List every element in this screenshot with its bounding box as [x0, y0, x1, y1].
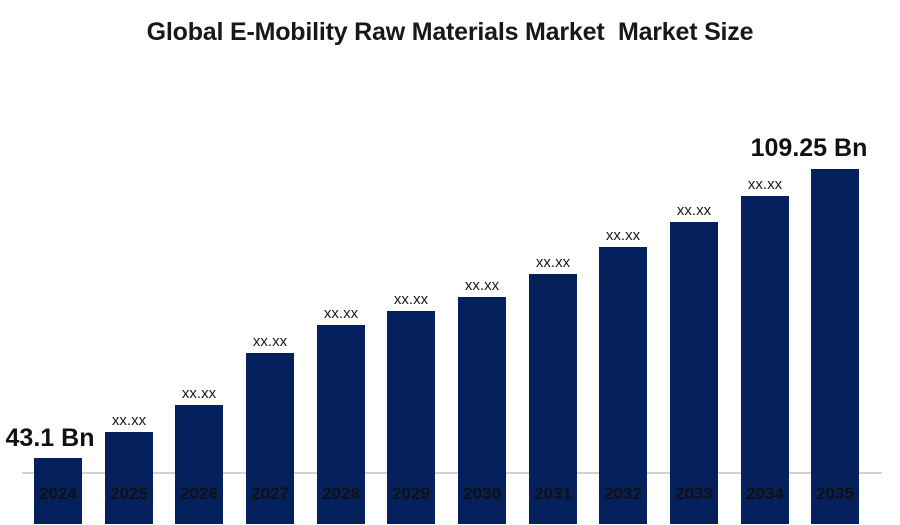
bar-group-2035: 109.25 Bn: [751, 52, 870, 525]
bar-value-label-2033: xx.xx: [676, 202, 712, 219]
bar-2030[interactable]: [458, 297, 506, 524]
bar-2029[interactable]: [387, 311, 435, 524]
x-tick-label-2031: 2031: [534, 484, 572, 503]
bar-2035[interactable]: [811, 169, 859, 524]
bar-2027[interactable]: [246, 353, 294, 524]
x-tick-label-2032: 2032: [604, 484, 642, 503]
x-tick-label-2029: 2029: [392, 484, 430, 503]
bar-value-label-2030: xx.xx: [464, 277, 500, 294]
bar-group-2031: xx.xx: [518, 52, 588, 525]
bar-value-label-2035: 109.25 Bn: [750, 134, 868, 162]
chart-title: Global E-Mobility Raw Materials Market M…: [146, 18, 754, 46]
x-tick-label-2033: 2033: [675, 484, 713, 503]
bar-group-2027: xx.xx: [235, 52, 305, 525]
x-tick-label-2026: 2026: [180, 484, 218, 503]
bar-2033[interactable]: [670, 222, 718, 524]
bar-group-2034: xx.xx: [730, 52, 800, 525]
bar-group-2030: xx.xx: [447, 52, 517, 525]
bar-value-label-2034: xx.xx: [747, 176, 783, 193]
bar-2024[interactable]: [34, 458, 82, 524]
bar-value-label-2029: xx.xx: [393, 291, 429, 308]
bar-group-2025: xx.xx: [94, 52, 164, 525]
bar-2031[interactable]: [529, 274, 577, 524]
bar-2034[interactable]: [741, 196, 789, 524]
x-tick-label-2027: 2027: [251, 484, 289, 503]
x-axis-baseline: [22, 472, 882, 474]
bar-2025[interactable]: [105, 432, 153, 524]
x-tick-label-2034: 2034: [746, 484, 784, 503]
x-tick-label-2028: 2028: [322, 484, 360, 503]
bar-value-label-2025: xx.xx: [111, 412, 147, 429]
bar-value-label-2027: xx.xx: [252, 333, 288, 350]
bar-group-2033: xx.xx: [659, 52, 729, 525]
x-tick-label-2035: 2035: [816, 484, 854, 503]
bar-group-2032: xx.xx: [588, 52, 658, 525]
x-tick-label-2024: 2024: [39, 484, 77, 503]
bar-value-label-2026: xx.xx: [181, 385, 217, 402]
bar-value-label-2028: xx.xx: [323, 305, 359, 322]
bar-2028[interactable]: [317, 325, 365, 524]
bar-value-label-2032: xx.xx: [605, 227, 641, 244]
bar-2026[interactable]: [175, 405, 223, 524]
bar-group-2024: 43.1 Bn: [6, 52, 94, 525]
x-tick-label-2030: 2030: [463, 484, 501, 503]
bar-value-label-2024: 43.1 Bn: [5, 424, 95, 452]
bar-group-2026: xx.xx: [164, 52, 234, 525]
bar-group-2029: xx.xx: [376, 52, 446, 525]
x-tick-label-2025: 2025: [110, 484, 148, 503]
bar-2032[interactable]: [599, 247, 647, 524]
bar-value-label-2031: xx.xx: [535, 254, 571, 271]
bar-group-2028: xx.xx: [306, 52, 376, 525]
